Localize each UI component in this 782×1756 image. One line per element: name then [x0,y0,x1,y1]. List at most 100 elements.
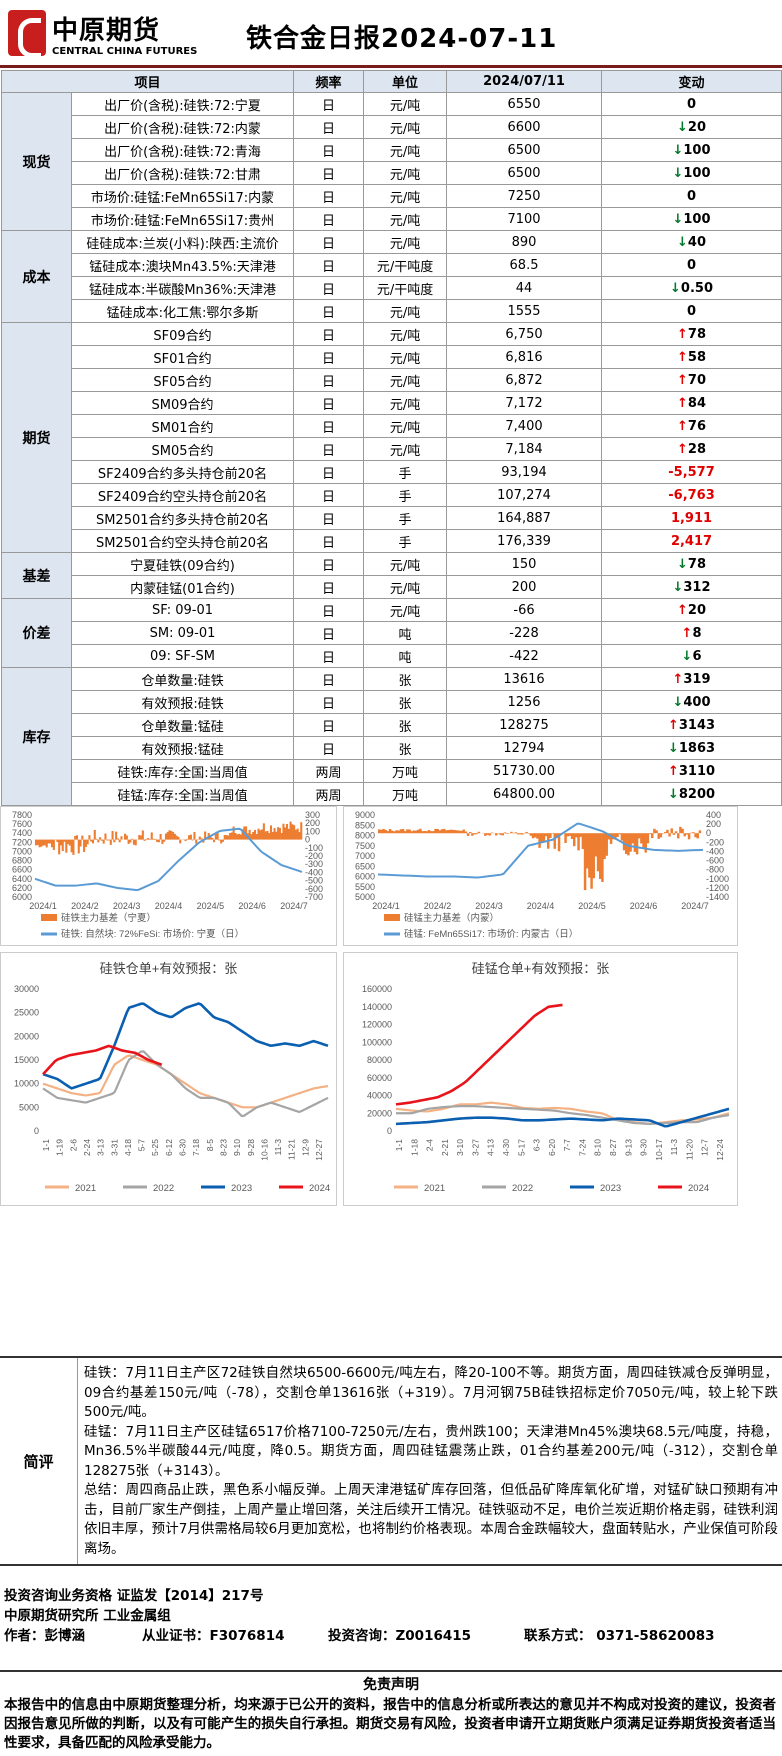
x-tick-label: 9-10 [232,1139,242,1156]
basis-bar [586,833,589,869]
row-unit: 手 [363,506,448,530]
change-value: 78 [687,326,707,342]
basis-bar [131,838,134,840]
basis-bar [391,830,394,834]
basis-bar [56,839,59,842]
basis-bar [668,833,671,837]
x-tick-label: 2-6 [68,1139,78,1152]
x-tick-label: 6-12 [164,1139,174,1156]
y-tick-label: 10000 [14,1079,39,1089]
change-value: 76 [687,418,707,434]
x-tick-label: 2024/7 [681,901,709,911]
basis-bar [557,833,561,852]
basis-bar [592,833,595,879]
basis-bar [477,831,481,834]
row-freq: 日 [293,552,365,576]
basis-bar [549,833,552,839]
y2-tick-label: -600 [706,856,724,866]
arrow-down-icon: ↓ [677,556,688,572]
basis-bar [163,839,166,842]
basis-bar [150,832,153,840]
table-row: SM2501合约多头持仓前20名日手 164,887 1,911 [2,506,782,530]
basis-bar [250,834,253,840]
legend-label: 2021 [75,1183,96,1194]
basis-bar [538,833,541,848]
table-row: SF01合约日元/吨 6,816 ↑58 [2,345,782,369]
basis-bar [499,833,502,835]
basis-bar [642,833,645,849]
row-change: ↓40 [601,230,782,254]
row-value: 7,184 [446,437,603,461]
basis-bar [447,830,450,834]
basis-bar [138,834,141,840]
basis-bar [469,832,472,834]
y-tick-label: 30000 [14,984,39,994]
row-value: 7100 [446,207,603,231]
series-2024 [42,1044,163,1076]
basis-bar [152,838,155,840]
row-item: 市场价:硅锰:FeMn65Si17:贵州 [70,207,295,231]
basis-bar [51,839,54,848]
row-item: 内蒙硅锰(01合约) [70,575,295,599]
change-value: 100 [683,211,711,227]
basis-bar [298,832,301,840]
x-tick-label: 1-1 [394,1139,404,1152]
y-tick-label: 20000 [367,1108,392,1118]
y-tick-label: 8000 [355,831,375,841]
x-tick-label: 2024/5 [578,901,606,911]
basis-bar [291,824,294,840]
change-value: -6,763 [668,487,715,503]
col-header-item: 项目 [0,70,295,93]
y-tick-label: 20000 [14,1031,39,1041]
arrow-up-icon: ↑ [677,441,688,457]
basis-bar [683,833,686,837]
y-tick-label: 6000 [12,892,32,902]
table-row: SF2409合约多头持仓前20名日手 93,194 -5,577 [2,460,782,484]
x-tick-label: 1-18 [409,1139,419,1156]
basis-bar [646,833,650,844]
table-row: SM05合约日元/吨 7,184 ↑28 [2,437,782,461]
row-unit: 元/吨 [363,437,448,461]
row-value: 176,339 [446,529,603,553]
y-tick-label: 7000 [12,846,32,856]
basis-bar [449,829,452,834]
row-unit: 元/吨 [363,391,448,415]
y-tick-label: 120000 [362,1020,392,1030]
basis-bar [218,839,221,841]
basis-bar [605,833,608,856]
series-2023 [42,1002,329,1090]
basis-bar [609,833,613,844]
table-row: 出厂价(含税):硅铁:72:青海日元/吨 6500 ↓100 [2,138,782,162]
x-tick-label: 1-19 [55,1139,65,1156]
change-value: 0 [686,96,697,112]
basis-bar [209,836,212,840]
x-tick-label: 7-7 [562,1139,572,1152]
basis-bar [184,839,187,842]
basis-bar [421,831,424,834]
change-value: 6 [692,648,702,664]
row-change: ↑58 [601,345,782,369]
basis-bar [382,828,385,834]
series-2022 [42,1050,329,1118]
row-value: 200 [446,575,603,599]
row-freq: 日 [293,437,365,461]
table-row: 有效预报:硅铁日张 1256 ↓400 [2,690,782,714]
change-value: 319 [683,671,711,687]
row-change: 2,417 [601,529,782,553]
basis-bar [49,839,52,844]
basis-bar [525,831,528,834]
basis-bar [659,833,663,838]
arrow-down-icon: ↓ [681,648,693,664]
row-item: SF: 09-01 [70,598,295,622]
x-tick-label: 2024/2 [71,901,99,911]
row-item: SF09合约 [70,322,295,346]
basis-bar [214,833,217,840]
basis-bar [466,833,470,836]
table-row: 内蒙硅锰(01合约) 日元/吨 200 ↓312 [2,575,782,599]
row-freq: 日 [293,299,365,323]
y2-tick-label: -400 [305,867,323,877]
row-unit: 元/吨 [363,598,448,622]
row-change: -6,763 [601,483,782,507]
row-item: 市场价:硅锰:FeMn65Si17:内蒙 [70,184,295,208]
row-unit: 张 [363,713,448,737]
